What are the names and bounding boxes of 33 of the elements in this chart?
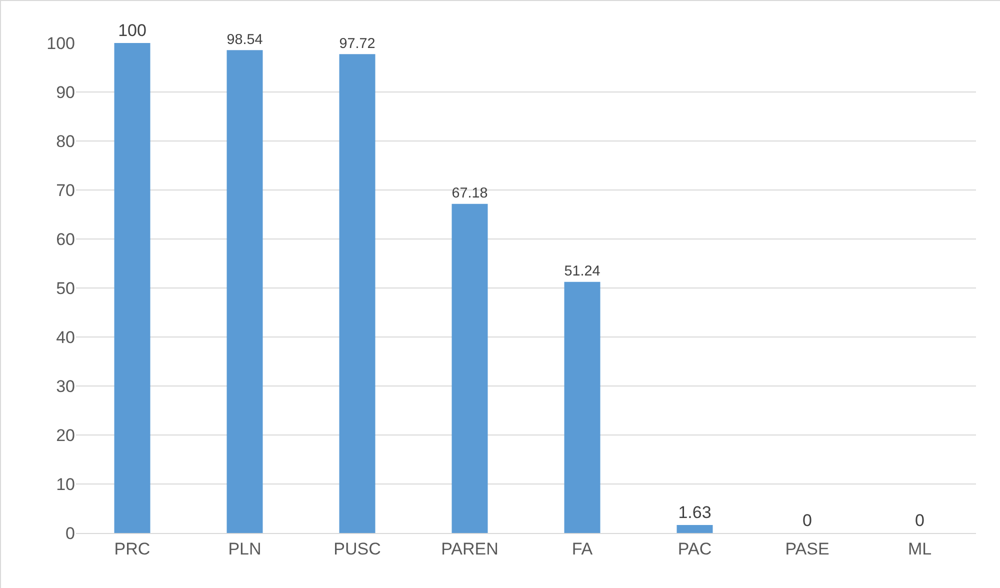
y-tick-label: 30 bbox=[56, 376, 75, 396]
data-label: 0 bbox=[915, 511, 924, 530]
x-tick-label: PRC bbox=[114, 539, 150, 558]
y-tick-label: 90 bbox=[56, 82, 75, 102]
x-tick-label: PAC bbox=[678, 539, 712, 558]
bar bbox=[564, 282, 600, 533]
data-label: 51.24 bbox=[564, 264, 600, 280]
data-label: 67.18 bbox=[452, 185, 488, 202]
y-tick-label: 100 bbox=[46, 34, 75, 53]
data-label: 97.72 bbox=[339, 36, 376, 52]
y-tick-label: 10 bbox=[56, 474, 75, 494]
data-label: 1.63 bbox=[678, 503, 712, 522]
bar bbox=[226, 50, 263, 533]
y-tick-label: 20 bbox=[56, 426, 75, 445]
x-tick-label: PLN bbox=[228, 539, 262, 558]
data-label: 98.54 bbox=[226, 32, 263, 48]
bar bbox=[114, 43, 150, 533]
y-tick-label: 50 bbox=[56, 278, 75, 298]
x-tick-label: PASE bbox=[785, 539, 830, 558]
data-label: 0 bbox=[802, 511, 812, 530]
x-tick-label: ML bbox=[908, 539, 932, 558]
y-tick-label: 0 bbox=[66, 524, 75, 543]
y-tick-label: 70 bbox=[56, 180, 75, 200]
y-tick-label: 80 bbox=[56, 132, 75, 151]
x-tick-label: PAREN bbox=[441, 539, 498, 558]
y-tick-label: 60 bbox=[56, 230, 75, 249]
y-tick-label: 40 bbox=[56, 328, 75, 347]
x-tick-label: FA bbox=[572, 539, 594, 558]
data-label: 100 bbox=[118, 21, 146, 40]
bar bbox=[676, 525, 713, 533]
bar bbox=[339, 54, 376, 533]
x-tick-label: PUSC bbox=[334, 539, 381, 558]
bar bbox=[452, 204, 488, 533]
